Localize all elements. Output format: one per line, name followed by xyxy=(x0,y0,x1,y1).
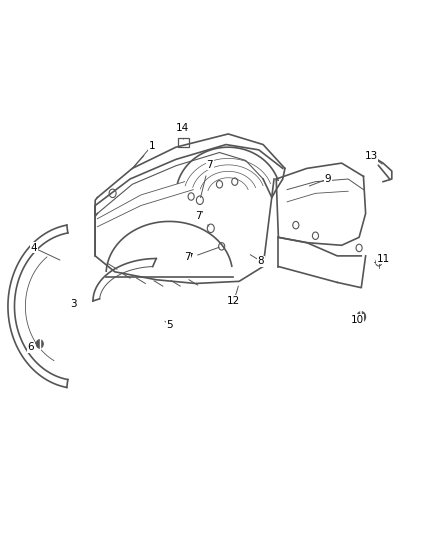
Text: 8: 8 xyxy=(257,256,264,266)
Text: 5: 5 xyxy=(166,320,172,330)
Text: 1: 1 xyxy=(132,142,155,169)
Text: 7: 7 xyxy=(206,160,213,169)
Text: 14: 14 xyxy=(175,123,189,139)
Circle shape xyxy=(36,340,43,348)
Text: 13: 13 xyxy=(364,151,377,161)
Text: 7: 7 xyxy=(195,211,201,221)
Text: 4: 4 xyxy=(31,243,37,253)
Text: 1: 1 xyxy=(148,141,155,151)
Text: 1: 1 xyxy=(148,141,155,151)
Text: 7: 7 xyxy=(196,211,208,226)
Text: 9: 9 xyxy=(324,174,330,184)
Circle shape xyxy=(356,312,365,322)
FancyBboxPatch shape xyxy=(178,138,188,147)
Text: 10: 10 xyxy=(350,314,363,325)
Text: 7: 7 xyxy=(200,160,212,198)
Text: 11: 11 xyxy=(376,254,389,263)
Text: 14: 14 xyxy=(175,123,189,133)
Text: 7: 7 xyxy=(184,253,191,262)
Text: 7: 7 xyxy=(185,247,219,263)
Text: 3: 3 xyxy=(70,298,77,309)
Text: 6: 6 xyxy=(28,342,34,352)
Text: 12: 12 xyxy=(227,296,240,306)
